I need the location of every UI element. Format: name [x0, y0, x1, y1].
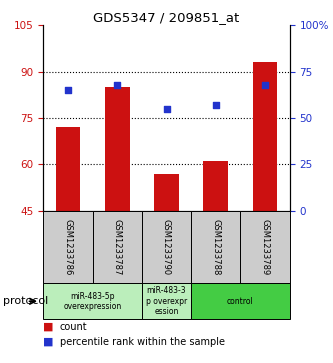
Text: ■: ■	[43, 322, 54, 332]
Text: ■: ■	[43, 337, 54, 347]
Bar	[142, 211, 191, 283]
Bar	[191, 211, 240, 283]
Bar	[43, 211, 93, 283]
Text: percentile rank within the sample: percentile rank within the sample	[60, 337, 225, 347]
Point	[164, 106, 169, 112]
Bar	[142, 283, 191, 319]
Bar	[105, 87, 130, 211]
Bar	[154, 174, 179, 211]
Point	[213, 102, 218, 108]
Bar	[203, 161, 228, 211]
Text: GSM1233789: GSM1233789	[260, 219, 270, 275]
Text: GSM1233790: GSM1233790	[162, 219, 171, 275]
Bar	[253, 62, 277, 211]
Text: miR-483-3
p overexpr
ession: miR-483-3 p overexpr ession	[146, 286, 187, 316]
Text: protocol: protocol	[3, 296, 49, 306]
Text: GSM1233786: GSM1233786	[63, 219, 73, 275]
Bar	[43, 283, 142, 319]
Text: miR-483-5p
overexpression: miR-483-5p overexpression	[64, 291, 122, 311]
Point	[65, 87, 71, 93]
Text: control: control	[227, 297, 254, 306]
Bar	[93, 211, 142, 283]
Point	[262, 82, 268, 87]
Title: GDS5347 / 209851_at: GDS5347 / 209851_at	[93, 11, 240, 24]
Bar	[240, 211, 290, 283]
Point	[115, 82, 120, 87]
Text: GSM1233788: GSM1233788	[211, 219, 220, 275]
Text: GSM1233787: GSM1233787	[113, 219, 122, 275]
Bar	[56, 127, 80, 211]
Text: count: count	[60, 322, 88, 332]
Bar	[191, 283, 290, 319]
